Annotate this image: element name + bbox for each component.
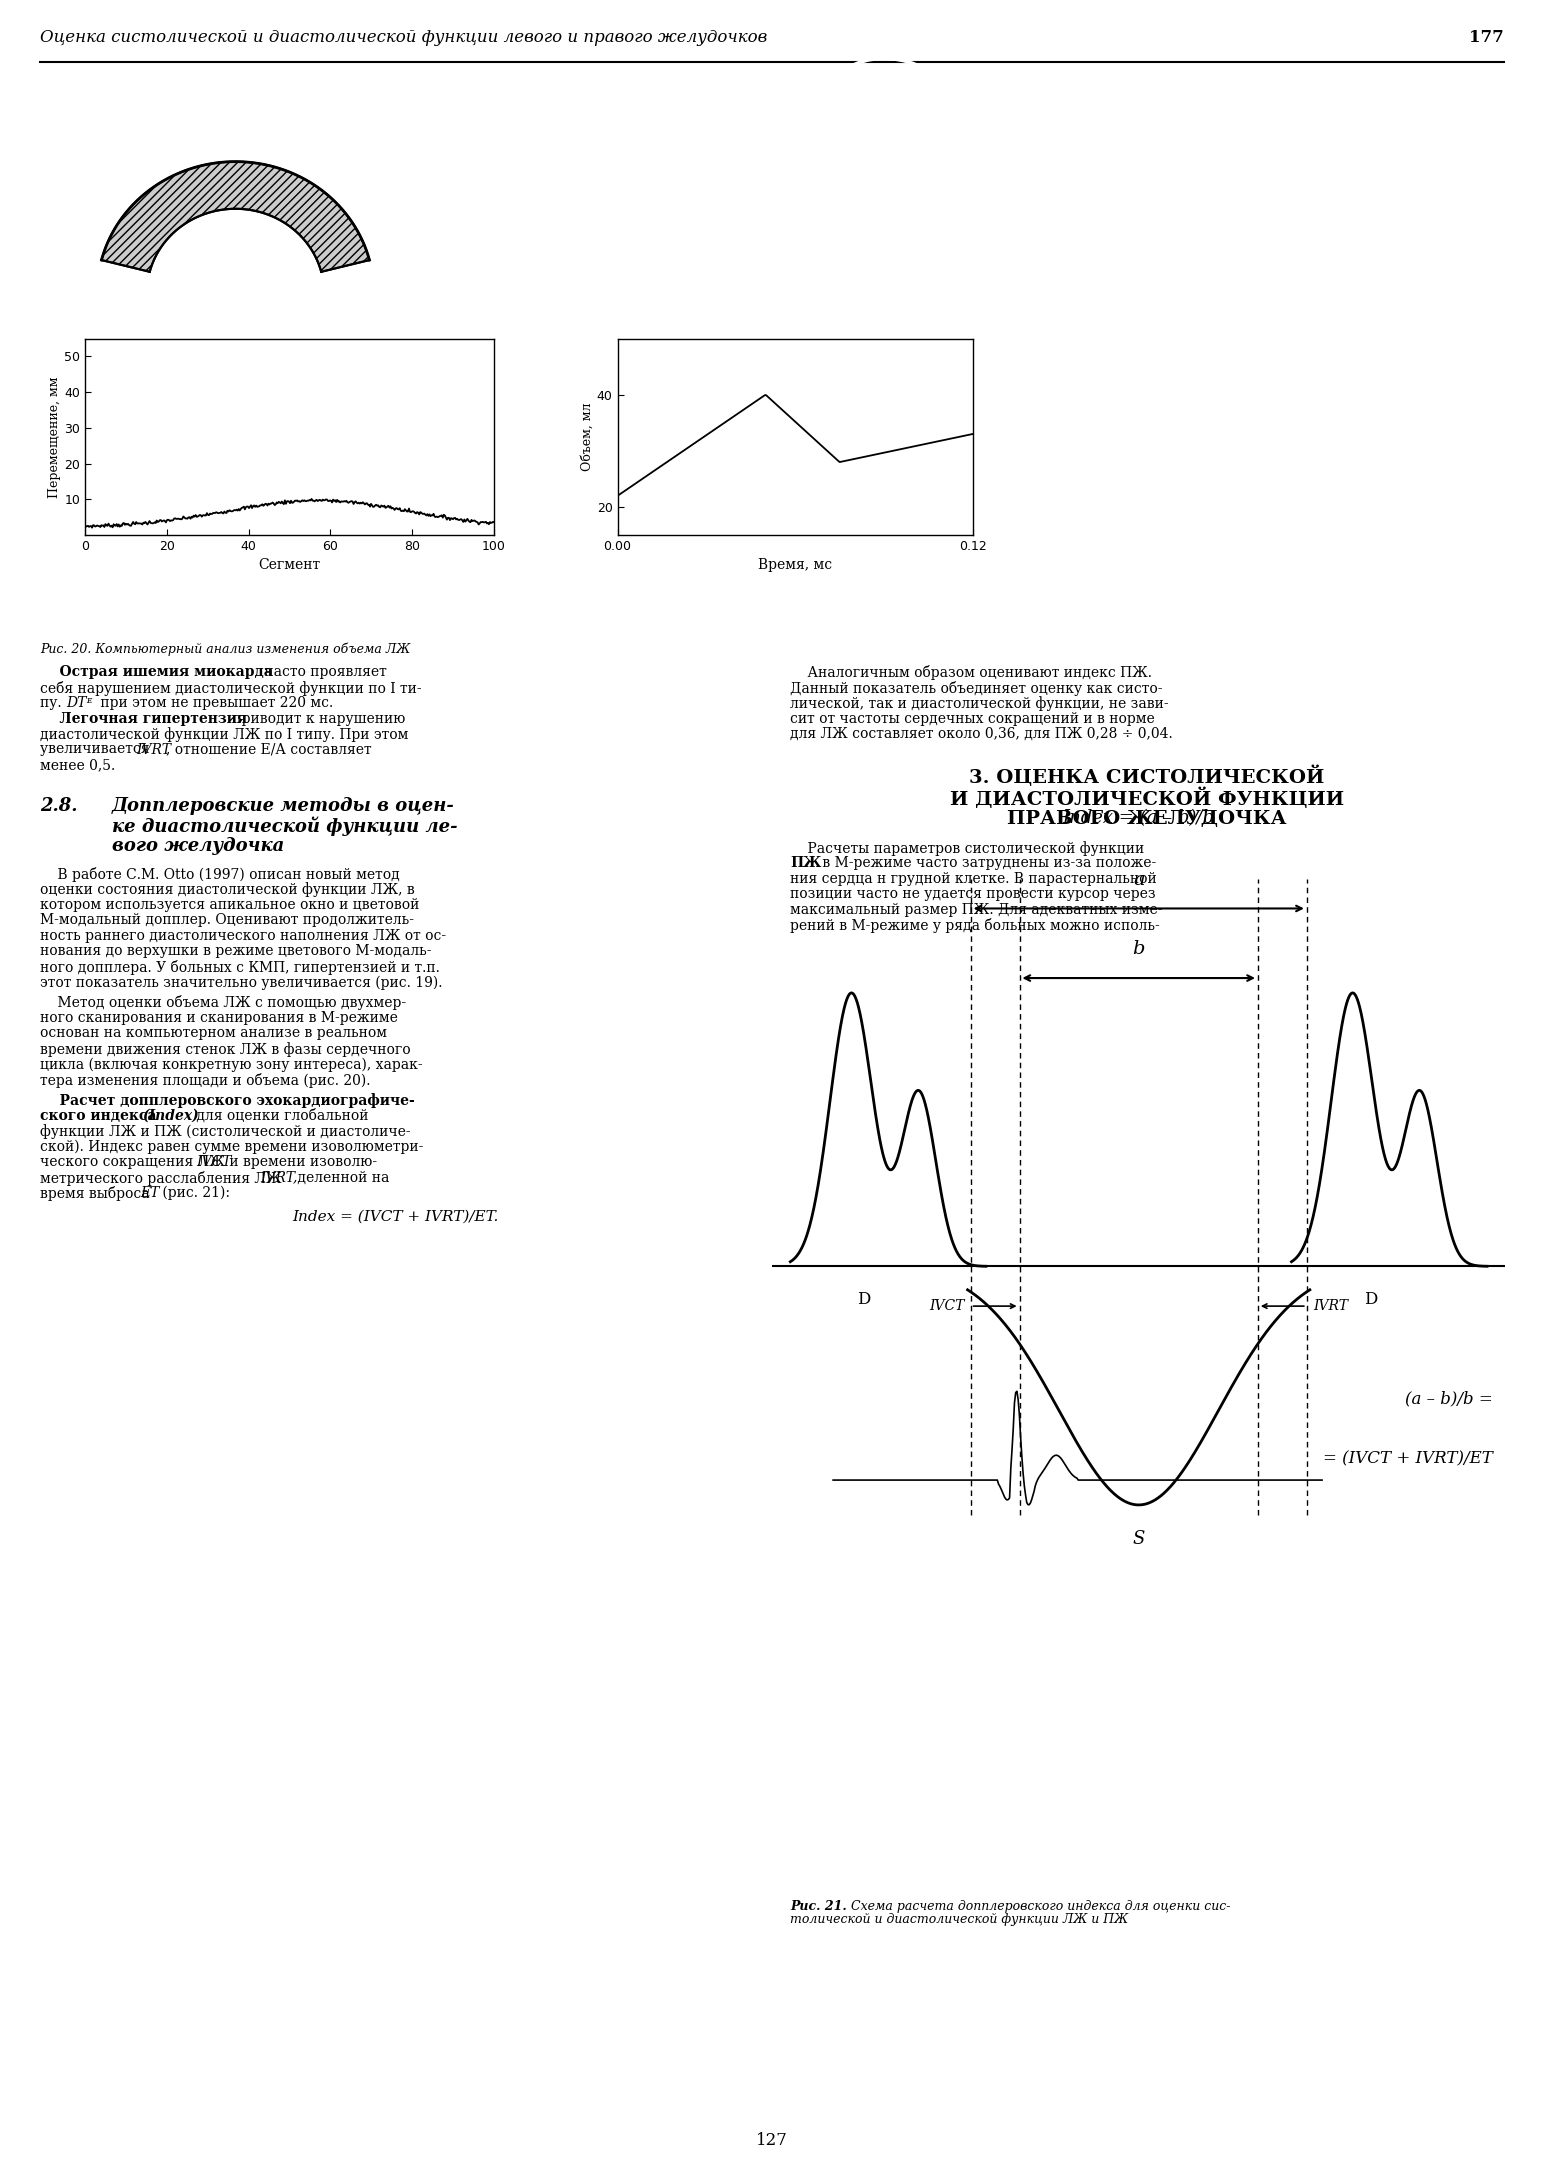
Text: метрического расслабления ЛЖ: метрического расслабления ЛЖ <box>40 1171 286 1186</box>
Text: Острая ишемия миокарда: Острая ишемия миокарда <box>40 664 273 679</box>
Text: приводит к нарушению: приводит к нарушению <box>229 712 406 725</box>
Text: DT: DT <box>66 697 86 710</box>
Text: для ЛЖ составляет около 0,36, для ПЖ 0,28 ÷ 0,04.: для ЛЖ составляет около 0,36, для ПЖ 0,2… <box>791 727 1173 740</box>
X-axis label: Время, мс: Время, мс <box>758 559 832 572</box>
Text: время выброса: время выброса <box>40 1186 154 1201</box>
Text: функции ЛЖ и ПЖ (систолической и диастоличе-: функции ЛЖ и ПЖ (систолической и диастол… <box>40 1125 411 1138</box>
Text: IVRT,: IVRT, <box>259 1171 298 1184</box>
Text: Метод оценки объема ЛЖ с помощью двухмер-: Метод оценки объема ЛЖ с помощью двухмер… <box>40 996 406 1011</box>
Text: диастолической функции ЛЖ по I типу. При этом: диастолической функции ЛЖ по I типу. При… <box>40 727 408 743</box>
Text: = (IVCT + IVRT)/ET: = (IVCT + IVRT)/ET <box>1323 1450 1493 1468</box>
Text: (a – b)/b =: (a – b)/b = <box>1405 1391 1493 1409</box>
Text: и времени изоволю-: и времени изоволю- <box>225 1155 377 1168</box>
Text: b: b <box>1132 939 1146 959</box>
Text: деленной на: деленной на <box>293 1171 389 1184</box>
Text: времени движения стенок ЛЖ в фазы сердечного: времени движения стенок ЛЖ в фазы сердеч… <box>40 1042 411 1057</box>
Text: котором используется апикальное окно и цветовой: котором используется апикальное окно и ц… <box>40 898 420 911</box>
Text: Аналогичным образом оценивают индекс ПЖ.: Аналогичным образом оценивают индекс ПЖ. <box>791 664 1152 679</box>
Text: Index = (IVCT + IVRT)/ET.: Index = (IVCT + IVRT)/ET. <box>292 1210 499 1223</box>
Text: Рис. 21.: Рис. 21. <box>791 1900 846 1913</box>
Text: вого желудочка: вого желудочка <box>113 836 284 854</box>
Text: в М-режиме часто затруднены из-за положе-: в М-режиме часто затруднены из-за положе… <box>818 856 1156 869</box>
Text: ской). Индекс равен сумме времени изоволюметри-: ской). Индекс равен сумме времени изовол… <box>40 1140 423 1153</box>
Text: Данный показатель объединяет оценку как систо-: Данный показатель объединяет оценку как … <box>791 681 1163 695</box>
Text: (Index): (Index) <box>142 1109 199 1123</box>
Text: ПЖ: ПЖ <box>791 856 821 869</box>
Text: ET: ET <box>141 1186 159 1199</box>
Text: D: D <box>1365 1291 1377 1308</box>
Text: максимальный размер ПЖ. Для адекватных изме-: максимальный размер ПЖ. Для адекватных и… <box>791 902 1163 917</box>
Text: IVRT: IVRT <box>1312 1299 1348 1313</box>
Text: (рис. 21):: (рис. 21): <box>157 1186 230 1201</box>
Text: М-модальный допплер. Оценивают продолжитель-: М-модальный допплер. Оценивают продолжит… <box>40 913 414 928</box>
Text: Расчеты параметров систолической функции: Расчеты параметров систолической функции <box>791 841 1144 856</box>
Text: ческого сокращения ЛЖ: ческого сокращения ЛЖ <box>40 1155 229 1168</box>
X-axis label: Сегмент: Сегмент <box>258 559 321 572</box>
Text: 3. ОЦЕНКА СИСТОЛИЧЕСКОЙ: 3. ОЦЕНКА СИСТОЛИЧЕСКОЙ <box>970 767 1325 786</box>
Text: ке диастолической функции ле-: ке диастолической функции ле- <box>113 817 457 836</box>
Text: при этом не превышает 220 мс.: при этом не превышает 220 мс. <box>96 697 334 710</box>
Text: ПРАВОГО ЖЕЛУДОЧКА: ПРАВОГО ЖЕЛУДОЧКА <box>1007 810 1286 828</box>
Text: a: a <box>1133 871 1144 889</box>
Text: рений в М-режиме у ряда больных можно исполь-: рений в М-режиме у ряда больных можно ис… <box>791 917 1160 933</box>
Text: , отношение Е/А составляет: , отношение Е/А составляет <box>167 743 372 756</box>
Text: для оценки глобальной: для оценки глобальной <box>191 1109 369 1123</box>
Text: S: S <box>1132 1529 1146 1548</box>
Text: И ДИАСТОЛИЧЕСКОЙ ФУНКЦИИ: И ДИАСТОЛИЧЕСКОЙ ФУНКЦИИ <box>950 788 1345 810</box>
Text: Расчет допплеровского эхокардиографиче-: Расчет допплеровского эхокардиографиче- <box>40 1092 415 1107</box>
Text: часто проявляет: часто проявляет <box>259 664 386 679</box>
Text: IVRT: IVRT <box>136 743 171 756</box>
Polygon shape <box>102 162 369 271</box>
Text: цикла (включая конкретную зону интереса), харак-: цикла (включая конкретную зону интереса)… <box>40 1057 423 1072</box>
Text: IVCT: IVCT <box>929 1299 965 1313</box>
Text: Index = (a – b)/b: Index = (a – b)/b <box>1062 808 1215 828</box>
Text: тера изменения площади и объема (рис. 20).: тера изменения площади и объема (рис. 20… <box>40 1072 371 1088</box>
Text: этот показатель значительно увеличивается (рис. 19).: этот показатель значительно увеличиваетс… <box>40 976 443 989</box>
Text: менее 0,5.: менее 0,5. <box>40 758 116 771</box>
Text: толической и диастолической функции ЛЖ и ПЖ: толической и диастолической функции ЛЖ и… <box>791 1913 1129 1926</box>
Text: Оценка систолической и диастолической функции левого и правого желудочков: Оценка систолической и диастолической фу… <box>40 31 767 46</box>
Text: нования до верхушки в режиме цветового М-модаль-: нования до верхушки в режиме цветового М… <box>40 943 431 959</box>
Text: ния сердца н грудной клетке. В парастернальной: ния сердца н грудной клетке. В парастерн… <box>791 871 1156 887</box>
Text: 177: 177 <box>1470 31 1504 46</box>
Text: IVCT: IVCT <box>196 1155 232 1168</box>
Text: Рис. 20. Компьютерный анализ изменения объема ЛЖ: Рис. 20. Компьютерный анализ изменения о… <box>40 642 411 655</box>
Text: пу.: пу. <box>40 697 66 710</box>
Text: ность раннего диастолического наполнения ЛЖ от ос-: ность раннего диастолического наполнения… <box>40 928 446 943</box>
Text: сит от частоты сердечных сокращений и в норме: сит от частоты сердечных сокращений и в … <box>791 712 1155 725</box>
Text: 127: 127 <box>757 2132 787 2149</box>
Text: основан на компьютерном анализе в реальном: основан на компьютерном анализе в реальн… <box>40 1026 388 1040</box>
Text: 2.8.: 2.8. <box>40 797 77 815</box>
Y-axis label: Перемещение, мм: Перемещение, мм <box>48 376 62 498</box>
Text: ᴇ: ᴇ <box>86 697 91 705</box>
Text: оценки состояния диастолической функции ЛЖ, в: оценки состояния диастолической функции … <box>40 882 415 898</box>
Text: себя нарушением диастолической функции по I ти-: себя нарушением диастолической функции п… <box>40 681 422 695</box>
Text: ного допплера. У больных с КМП, гипертензией и т.п.: ного допплера. У больных с КМП, гипертен… <box>40 959 440 974</box>
Text: Легочная гипертензия: Легочная гипертензия <box>40 712 247 725</box>
Text: увеличивается: увеличивается <box>40 743 154 756</box>
Text: D: D <box>857 1291 871 1308</box>
Text: ного сканирования и сканирования в М-режиме: ного сканирования и сканирования в М-реж… <box>40 1011 398 1024</box>
Y-axis label: Объем, мл: Объем, мл <box>581 402 594 472</box>
Text: Допплеровские методы в оцен-: Допплеровские методы в оцен- <box>113 797 455 815</box>
Text: В работе С.М. Otto (1997) описан новый метод: В работе С.М. Otto (1997) описан новый м… <box>40 867 400 882</box>
Text: лической, так и диастолической функции, не зави-: лической, так и диастолической функции, … <box>791 697 1169 710</box>
Text: позиции часто не удается провести курсор через: позиции часто не удается провести курсор… <box>791 887 1155 902</box>
Text: ского индекса: ского индекса <box>40 1109 162 1123</box>
Text: Схема расчета допплеровского индекса для оценки сис-: Схема расчета допплеровского индекса для… <box>848 1900 1231 1913</box>
